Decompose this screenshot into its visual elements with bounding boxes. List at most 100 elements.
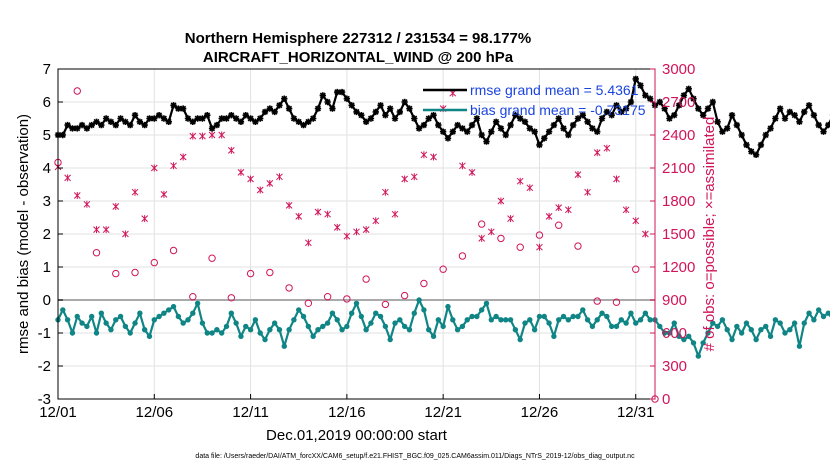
rmse-point — [483, 138, 490, 145]
bias-point — [623, 320, 629, 326]
obs-possible-point — [285, 284, 293, 292]
obs-possible-point — [497, 234, 505, 243]
bias-point — [296, 307, 302, 313]
obs-possible-point — [92, 249, 101, 257]
bias-point — [320, 323, 326, 330]
x-tick-label: 12/31 — [617, 404, 655, 421]
bias-point — [166, 307, 172, 313]
obs-possible-point — [555, 221, 563, 229]
bias-point — [382, 323, 389, 330]
obs-assimilated-point — [131, 188, 139, 196]
bias-point — [214, 327, 220, 333]
bias-point — [565, 317, 572, 323]
rmse-point — [69, 125, 76, 132]
rmse-point — [348, 102, 355, 109]
bias-point — [64, 317, 71, 323]
bias-point — [493, 313, 499, 320]
rmse-point — [257, 115, 264, 122]
obs-possible-point — [458, 252, 467, 260]
bias-point — [541, 313, 547, 320]
obs-assimilated-point — [584, 188, 591, 196]
bias-point — [127, 330, 133, 336]
obs-assimilated-point — [73, 192, 81, 199]
obs-assimilated-point — [256, 186, 264, 194]
rmse-point — [281, 95, 288, 102]
rmse-point — [733, 121, 741, 129]
bias-point — [271, 320, 278, 326]
bias-point — [310, 333, 316, 339]
rmse-point — [102, 115, 110, 122]
bias-point — [305, 323, 312, 330]
rmse-point — [415, 125, 423, 132]
bias-point — [233, 320, 239, 326]
rmse-point — [565, 131, 572, 139]
obs-possible-point — [227, 294, 236, 302]
bias-point — [363, 327, 369, 333]
rmse-point — [372, 108, 379, 116]
obs-assimilated-point — [247, 175, 254, 183]
rmse-point — [637, 82, 644, 89]
rmse-point — [213, 121, 221, 129]
rmse-point — [502, 131, 509, 139]
bias-point — [450, 317, 456, 323]
rmse-point — [796, 118, 803, 125]
bias-point — [474, 313, 480, 320]
rmse-point — [285, 105, 293, 112]
bias-point — [604, 313, 610, 320]
bias-point — [368, 320, 374, 326]
bias-point — [387, 336, 393, 343]
bias-point — [161, 310, 167, 316]
rmse-point — [574, 115, 582, 122]
rmse-point — [810, 112, 818, 119]
bias-point — [820, 313, 827, 320]
bias-point — [503, 317, 509, 323]
obs-assimilated-point — [536, 243, 543, 251]
rmse-point — [343, 95, 351, 102]
bias-point — [353, 300, 360, 306]
rmse-point — [675, 102, 683, 109]
rmse-point — [748, 148, 755, 155]
chart-title: Northern Hemisphere 227312 / 231534 = 98… — [185, 30, 531, 47]
rmse-point — [435, 121, 442, 129]
rmse-point — [512, 112, 519, 119]
obs-possible-point — [169, 246, 178, 255]
rmse-point — [78, 121, 86, 129]
rmse-point — [228, 112, 235, 119]
rmse-point — [589, 125, 596, 132]
rmse-point — [536, 141, 543, 149]
obs-assimilated-point — [353, 228, 360, 236]
bias-point — [401, 323, 408, 330]
obs-possible-point — [266, 268, 274, 277]
obs-assimilated-point — [468, 168, 476, 176]
rmse-point — [714, 118, 721, 125]
rmse-point — [430, 112, 437, 119]
bias-point — [151, 317, 157, 323]
bias-point — [628, 310, 634, 316]
bias-point — [89, 313, 95, 320]
rmse-point — [170, 102, 177, 109]
obs-assimilated-point — [391, 210, 399, 218]
rmse-point — [295, 118, 302, 125]
rmse-point — [242, 112, 249, 119]
bias-point — [137, 310, 143, 316]
bias-point — [373, 310, 379, 316]
rmse-point — [204, 112, 211, 119]
rmse-point — [338, 88, 346, 96]
y-tick-label: 0 — [43, 292, 51, 309]
bias-point — [324, 320, 331, 326]
y2-tick-label: 0 — [662, 391, 670, 408]
bias-point — [806, 310, 812, 316]
bias-point — [608, 323, 615, 330]
bias-point — [430, 333, 437, 339]
obs-assimilated-point — [526, 184, 534, 192]
rmse-point — [290, 115, 298, 122]
rmse-point — [179, 105, 187, 112]
rmse-point — [223, 115, 230, 122]
legend: rmse grand mean = 5.4361 bias grand mean… — [423, 82, 646, 118]
rmse-point — [594, 128, 601, 135]
bias-point — [546, 320, 552, 326]
bias-point — [690, 340, 697, 346]
bias-point — [262, 336, 268, 343]
bias-point — [724, 327, 730, 333]
bias-point — [358, 313, 365, 320]
